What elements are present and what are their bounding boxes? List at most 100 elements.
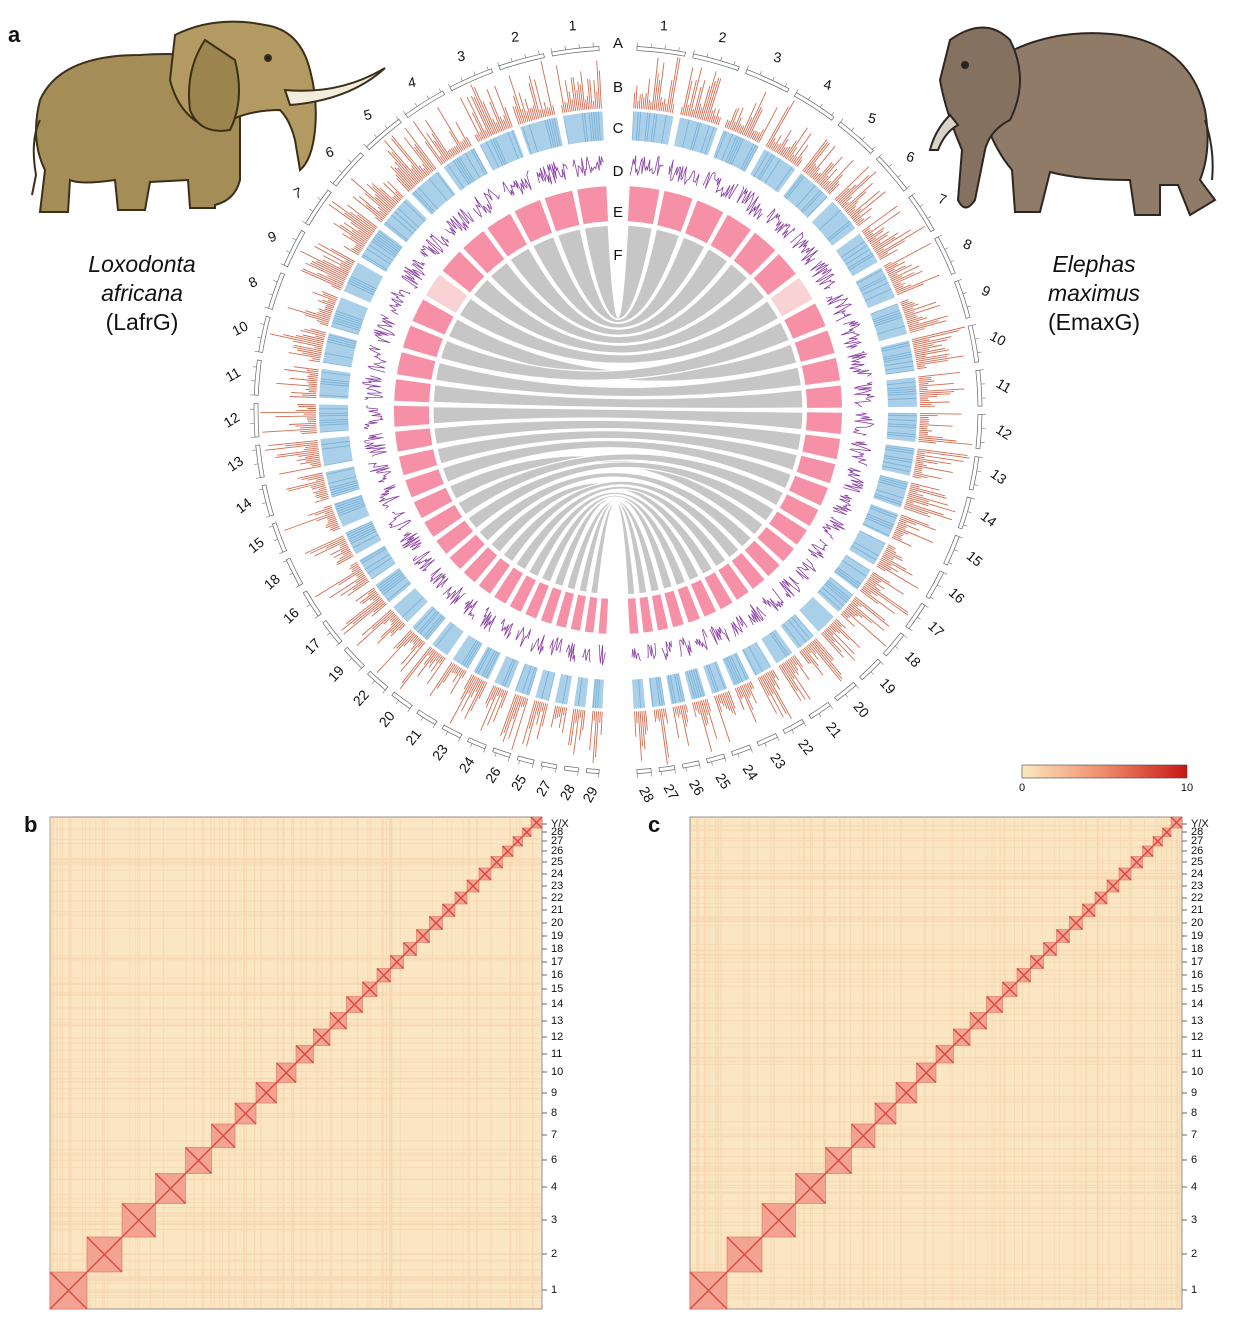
density-histogram xyxy=(430,662,466,696)
gene-density-band xyxy=(870,304,907,342)
gc-content-line xyxy=(443,587,466,605)
gc-content-line xyxy=(473,189,499,216)
chromosome-label: 10 xyxy=(551,1066,563,1078)
species-name: maximus xyxy=(1048,280,1141,306)
ideogram xyxy=(367,119,402,150)
ideogram xyxy=(909,195,935,232)
elephant-illustration xyxy=(32,22,385,212)
repeat-band xyxy=(571,595,586,631)
chromosome-label: 25 xyxy=(712,770,734,792)
chromosome-label: 9 xyxy=(551,1087,557,1099)
chromosome-label: 11 xyxy=(551,1048,562,1060)
ideogram xyxy=(944,535,960,565)
chromosome-label: 17 xyxy=(551,956,563,968)
panel-label: a xyxy=(8,22,21,47)
chromosome-label: 22 xyxy=(795,736,817,758)
gc-content-line xyxy=(363,376,384,400)
chromosome-label: 14 xyxy=(551,998,563,1010)
ideogram xyxy=(794,93,834,121)
chromosome-label: 2 xyxy=(1191,1248,1197,1260)
figure: a b c Loxodonta africana (LafrG) Elephas… xyxy=(0,0,1236,1312)
repeat-band xyxy=(652,594,668,630)
density-histogram xyxy=(450,675,487,724)
gc-content-line xyxy=(808,539,827,558)
gc-content-line xyxy=(737,186,763,219)
chromosome-label: 15 xyxy=(551,983,563,995)
gc-content-line xyxy=(731,616,747,637)
chromosome-label: 2 xyxy=(551,1248,557,1260)
ideogram xyxy=(333,153,363,186)
density-histogram xyxy=(569,709,585,755)
ideogram xyxy=(809,702,830,718)
ideogram xyxy=(552,47,600,57)
repeat-band xyxy=(395,428,432,451)
ideogram xyxy=(968,325,979,362)
density-histogram xyxy=(481,685,508,730)
gene-density-band xyxy=(411,171,455,215)
density-histogram xyxy=(315,562,369,598)
chromosome-label: 8 xyxy=(961,235,975,253)
ideogram xyxy=(272,523,286,553)
gc-content-line xyxy=(374,314,395,342)
chromosome-label: 4 xyxy=(822,76,833,93)
ideogram xyxy=(517,756,534,764)
chromosome-label: 7 xyxy=(1191,1129,1197,1141)
chromosome-label: 19 xyxy=(551,930,563,942)
chromosome-label: 6 xyxy=(551,1154,557,1166)
chromosome-label: 11 xyxy=(994,375,1015,396)
track-label: E xyxy=(613,204,623,221)
chromosome-label: 20 xyxy=(551,917,563,929)
ideogram-ticks xyxy=(578,772,579,776)
hic-heatmaps: 1234678910111213141516171819202122232425… xyxy=(50,817,1209,1309)
gc-content-line xyxy=(850,442,871,466)
ideogram xyxy=(262,485,274,516)
ideogram xyxy=(254,403,259,437)
chromosome-label: 1 xyxy=(551,1284,557,1296)
density-histogram xyxy=(918,414,972,445)
chromosome-label: 18 xyxy=(551,943,563,955)
chromosome-label: 23 xyxy=(1191,880,1203,892)
gc-content-line xyxy=(854,413,874,436)
ideogram xyxy=(450,69,493,91)
gene-density-band xyxy=(359,546,395,580)
density-histogram xyxy=(877,545,919,589)
colorbar-label: 10 xyxy=(1181,782,1193,794)
chromosome-label: 16 xyxy=(551,969,563,981)
colorbar xyxy=(1022,765,1187,778)
chromosome-label: 17 xyxy=(925,618,947,640)
species-name: Loxodonta xyxy=(88,251,195,277)
chromosome-label: 16 xyxy=(280,604,302,626)
gc-content-line xyxy=(810,261,834,289)
repeat-band xyxy=(628,186,660,224)
chromosome-label: 15 xyxy=(1191,983,1203,995)
chromosome-label: 16 xyxy=(1191,969,1203,981)
chromosome-label: 10 xyxy=(229,317,250,338)
gc-content-line xyxy=(695,629,707,649)
ideogram xyxy=(732,745,751,755)
chromosome-label: 1 xyxy=(660,17,669,33)
gc-content-line xyxy=(823,518,845,540)
gc-content-line xyxy=(480,607,496,631)
chromosome-label: 24 xyxy=(1191,868,1203,880)
repeat-band xyxy=(394,379,431,402)
density-histogram xyxy=(673,704,689,746)
chromosome-label: 15 xyxy=(964,547,986,569)
ideogram xyxy=(323,621,342,644)
chromosome-label: 5 xyxy=(362,106,374,123)
track-label: A xyxy=(613,35,623,52)
species-name: Elephas xyxy=(1052,251,1136,277)
density-histogram xyxy=(556,61,601,114)
repeat-band xyxy=(657,191,692,232)
gc-content-line xyxy=(531,635,545,654)
gc-content-line xyxy=(445,209,473,235)
chromosome-label: 9 xyxy=(265,228,278,246)
density-histogram xyxy=(693,699,717,752)
gc-content-line xyxy=(379,485,399,509)
gene-density-band xyxy=(520,117,563,155)
ideogram xyxy=(284,230,305,266)
species-code: (EmaxG) xyxy=(1048,309,1140,335)
gc-content-line xyxy=(841,321,861,349)
chromosome-label: 24 xyxy=(551,868,563,880)
chromosome-label: 24 xyxy=(456,754,478,776)
